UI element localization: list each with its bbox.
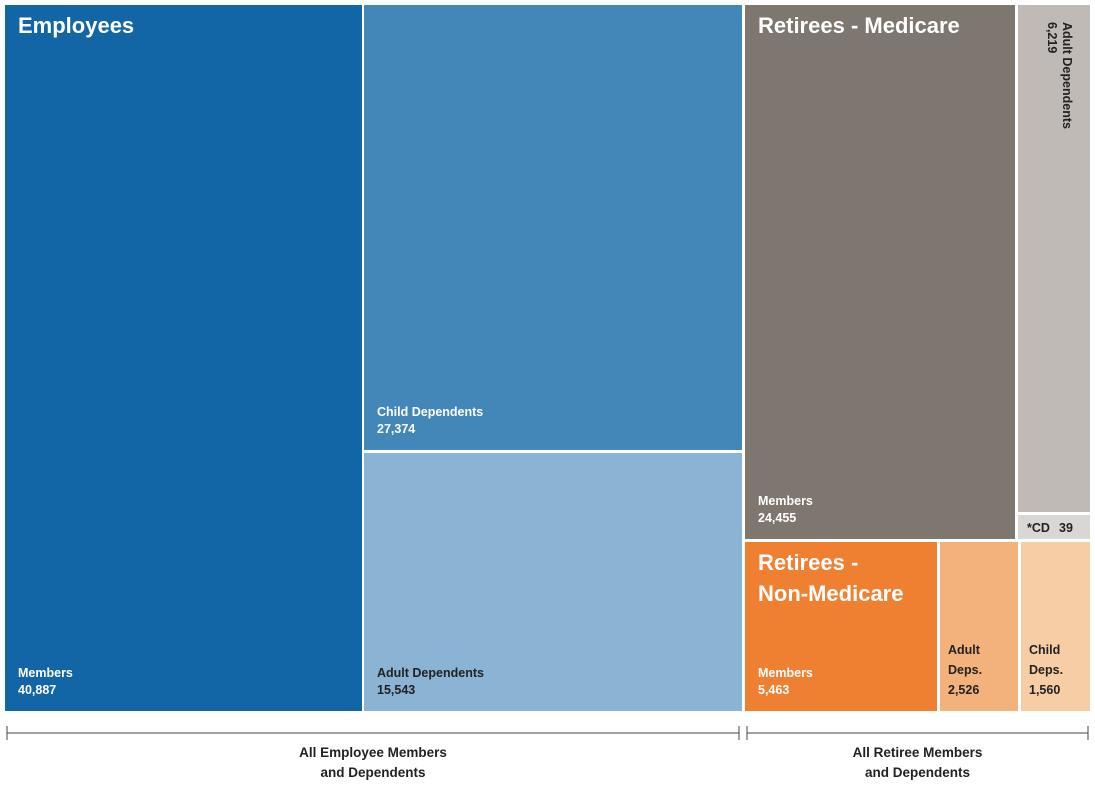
tile-value: 15,543 (377, 683, 415, 697)
tile-label: Members (758, 494, 813, 508)
tile-value: 27,374 (377, 422, 415, 436)
tile-label: *CD (1027, 521, 1050, 535)
bracket-label: All Retiree Members and Dependents (853, 745, 983, 780)
tile-label: Child Dependents (377, 405, 483, 419)
tile-value: 2,526 (948, 683, 979, 697)
tile (745, 542, 937, 711)
tile-value: 6,219 (1045, 22, 1059, 53)
tile (745, 5, 1015, 539)
tile (364, 5, 742, 450)
group-title: Retirees -Non-Medicare (758, 550, 903, 606)
tile-label: Adult Dependents (377, 666, 484, 680)
tile-value: 1,560 (1029, 683, 1060, 697)
tile (940, 542, 1018, 711)
tile-value: 39 (1059, 521, 1073, 535)
tile (1021, 542, 1090, 711)
tile-label: Adult Deps. (948, 643, 982, 677)
tile (1018, 515, 1090, 539)
bracket-label: All Employee Members and Dependents (299, 745, 447, 780)
tile-value: 40,887 (18, 683, 56, 697)
group-title: Retirees - Medicare (758, 13, 960, 38)
tile-value: 24,455 (758, 511, 796, 525)
tile (1018, 5, 1090, 512)
tile (5, 5, 362, 711)
tile-value: 5,463 (758, 683, 789, 697)
tile-label: Members (18, 666, 73, 680)
tile-label: Members (758, 666, 813, 680)
tile-label: Adult Dependents (1060, 22, 1074, 129)
tile-label: Child Deps. (1029, 643, 1063, 677)
group-title: Employees (18, 13, 134, 38)
tile (364, 453, 742, 711)
